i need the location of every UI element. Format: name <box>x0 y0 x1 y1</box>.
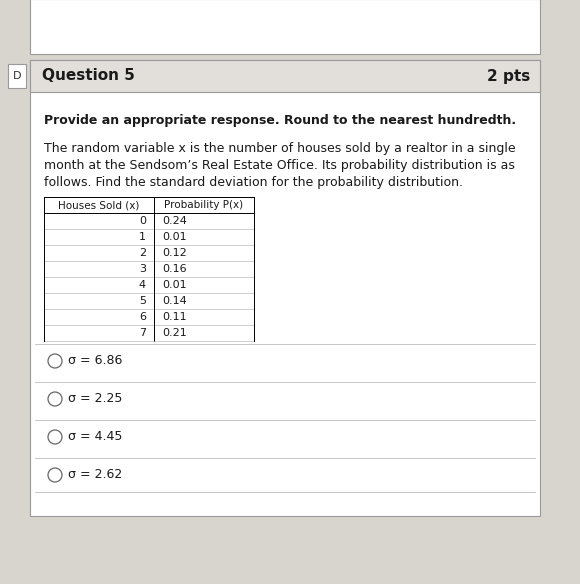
Circle shape <box>48 392 62 406</box>
Text: D: D <box>13 71 21 81</box>
Text: 0.11: 0.11 <box>162 312 187 322</box>
Text: 0.01: 0.01 <box>162 232 187 242</box>
Circle shape <box>48 430 62 444</box>
Text: σ = 6.86: σ = 6.86 <box>68 354 122 367</box>
Text: 0.14: 0.14 <box>162 296 187 306</box>
Text: 6: 6 <box>139 312 146 322</box>
Text: 0.16: 0.16 <box>162 264 187 274</box>
Text: σ = 4.45: σ = 4.45 <box>68 430 122 443</box>
Text: 2: 2 <box>139 248 146 258</box>
Text: month at the Sendsom’s Real Estate Office. Its probability distribution is as: month at the Sendsom’s Real Estate Offic… <box>44 159 515 172</box>
Text: σ = 2.25: σ = 2.25 <box>68 392 122 405</box>
Text: 4: 4 <box>139 280 146 290</box>
Text: 7: 7 <box>139 328 146 338</box>
Bar <box>30 0 540 54</box>
Bar <box>30 60 540 516</box>
Text: 0.24: 0.24 <box>162 216 187 226</box>
Circle shape <box>48 468 62 482</box>
Text: follows. Find the standard deviation for the probability distribution.: follows. Find the standard deviation for… <box>44 176 463 189</box>
Text: The random variable x is the number of houses sold by a realtor in a single: The random variable x is the number of h… <box>44 142 516 155</box>
Text: 5: 5 <box>139 296 146 306</box>
Text: 0: 0 <box>139 216 146 226</box>
Text: 0.21: 0.21 <box>162 328 187 338</box>
Text: 2 pts: 2 pts <box>487 68 530 84</box>
Text: 0.01: 0.01 <box>162 280 187 290</box>
Text: Probability P(x): Probability P(x) <box>165 200 244 210</box>
Text: Houses Sold (x): Houses Sold (x) <box>59 200 140 210</box>
Text: 1: 1 <box>139 232 146 242</box>
Circle shape <box>48 354 62 368</box>
Text: 3: 3 <box>139 264 146 274</box>
Text: Provide an appropriate response. Round to the nearest hundredth.: Provide an appropriate response. Round t… <box>44 114 516 127</box>
Text: σ = 2.62: σ = 2.62 <box>68 468 122 481</box>
Text: 0.12: 0.12 <box>162 248 187 258</box>
Bar <box>30 60 540 92</box>
Text: Question 5: Question 5 <box>42 68 135 84</box>
Bar <box>8 64 26 88</box>
